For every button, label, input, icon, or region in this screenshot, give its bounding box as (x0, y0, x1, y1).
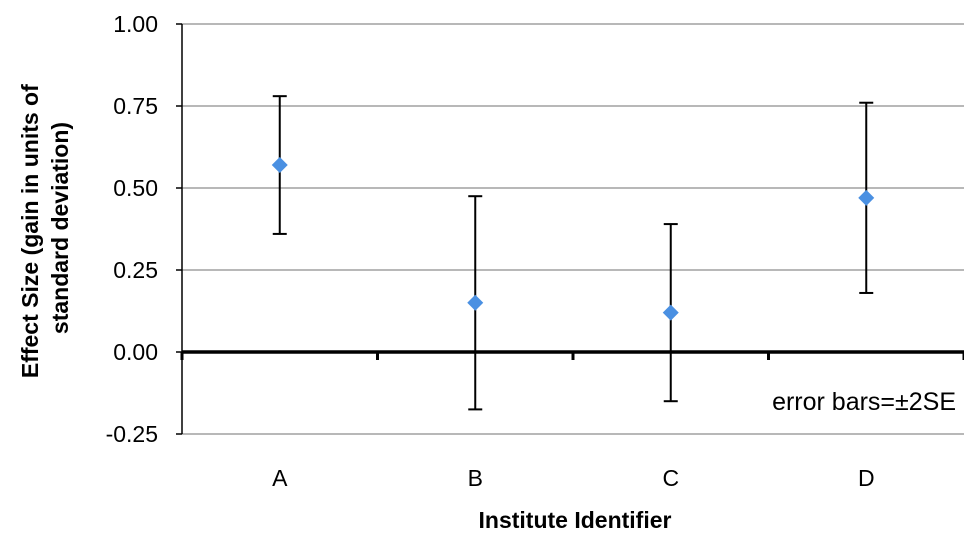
y-tick-label: 1.00 (113, 11, 158, 37)
y-tick-label: 0.00 (113, 339, 158, 365)
x-tick-label: C (662, 465, 679, 491)
grid-lines (182, 23, 964, 435)
annotation-error-bars: error bars=±2SE (772, 388, 956, 416)
y-tick-label: 0.50 (113, 175, 158, 201)
y-axis-title: Effect Size (gain in units of standard d… (17, 78, 73, 378)
x-tick-label: A (272, 465, 288, 491)
x-axis-title: Institute Identifier (479, 507, 672, 533)
y-tick-label: -0.25 (106, 421, 158, 447)
y-axis-title-line-1: Effect Size (gain in units of (17, 84, 43, 378)
error-bars (272, 95, 874, 411)
data-point (467, 294, 484, 311)
axes (176, 23, 964, 435)
y-tick-label: 0.25 (113, 257, 158, 283)
data-point (858, 189, 875, 206)
data-point (662, 304, 679, 321)
data-point (271, 157, 288, 174)
x-tick-label: B (468, 465, 483, 491)
y-tick-label: 0.75 (113, 93, 158, 119)
y-axis-title-line-2: standard deviation) (47, 122, 73, 334)
y-tick-labels: -0.25 0.00 0.25 0.50 0.75 1.00 (106, 11, 158, 447)
data-points (271, 157, 875, 321)
x-tick-label: D (858, 465, 875, 491)
x-tick-labels: A B C D (272, 465, 874, 491)
